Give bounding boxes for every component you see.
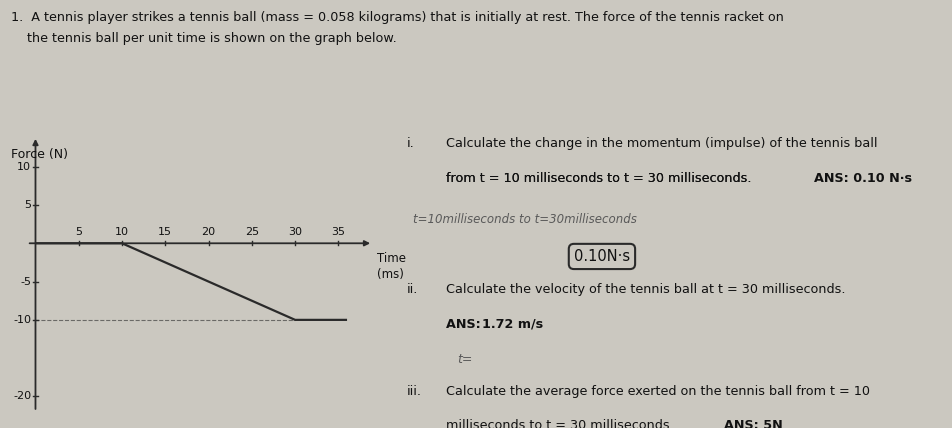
Text: t=10milliseconds to t=30milliseconds: t=10milliseconds to t=30milliseconds [412, 213, 637, 226]
Text: 1.72 m/s: 1.72 m/s [483, 318, 544, 330]
Text: from t = 10 milliseconds to t = 30 milliseconds.: from t = 10 milliseconds to t = 30 milli… [446, 172, 756, 185]
Text: ANS:: ANS: [446, 318, 486, 330]
Text: 30: 30 [288, 227, 302, 237]
Text: Calculate the velocity of the tennis ball at t = 30 milliseconds.: Calculate the velocity of the tennis bal… [446, 282, 845, 296]
Text: 25: 25 [245, 227, 259, 237]
Text: iii.: iii. [407, 384, 422, 398]
Text: Calculate the average force exerted on the tennis ball from t = 10: Calculate the average force exerted on t… [446, 384, 870, 398]
Text: ANS: 0.10 N·s: ANS: 0.10 N·s [814, 172, 912, 185]
Text: ANS: 5N: ANS: 5N [724, 419, 783, 428]
Text: 15: 15 [158, 227, 172, 237]
Text: 10: 10 [115, 227, 129, 237]
Text: -5: -5 [20, 276, 31, 287]
Text: the tennis ball per unit time is shown on the graph below.: the tennis ball per unit time is shown o… [11, 32, 397, 45]
Text: Time: Time [377, 253, 407, 265]
Text: 20: 20 [202, 227, 216, 237]
Text: 5: 5 [24, 200, 31, 210]
Text: t=: t= [457, 353, 472, 366]
Text: ii.: ii. [407, 282, 418, 296]
Text: 1.  A tennis player strikes a tennis ball (mass = 0.058 kilograms) that is initi: 1. A tennis player strikes a tennis ball… [11, 11, 784, 24]
Text: -10: -10 [13, 315, 31, 325]
Text: 35: 35 [331, 227, 346, 237]
Text: 0.10N·s: 0.10N·s [574, 249, 630, 264]
Text: 5: 5 [75, 227, 82, 237]
Text: Force (N): Force (N) [11, 148, 69, 160]
Text: i.: i. [407, 137, 415, 150]
Text: Calculate the change in the momentum (impulse) of the tennis ball: Calculate the change in the momentum (im… [446, 137, 878, 150]
Text: from t = 10 milliseconds to t = 30 milliseconds.: from t = 10 milliseconds to t = 30 milli… [446, 172, 751, 185]
Text: 10: 10 [17, 162, 31, 172]
Text: -20: -20 [13, 392, 31, 401]
Text: milliseconds to t = 30 milliseconds.: milliseconds to t = 30 milliseconds. [446, 419, 678, 428]
Text: (ms): (ms) [377, 268, 405, 281]
